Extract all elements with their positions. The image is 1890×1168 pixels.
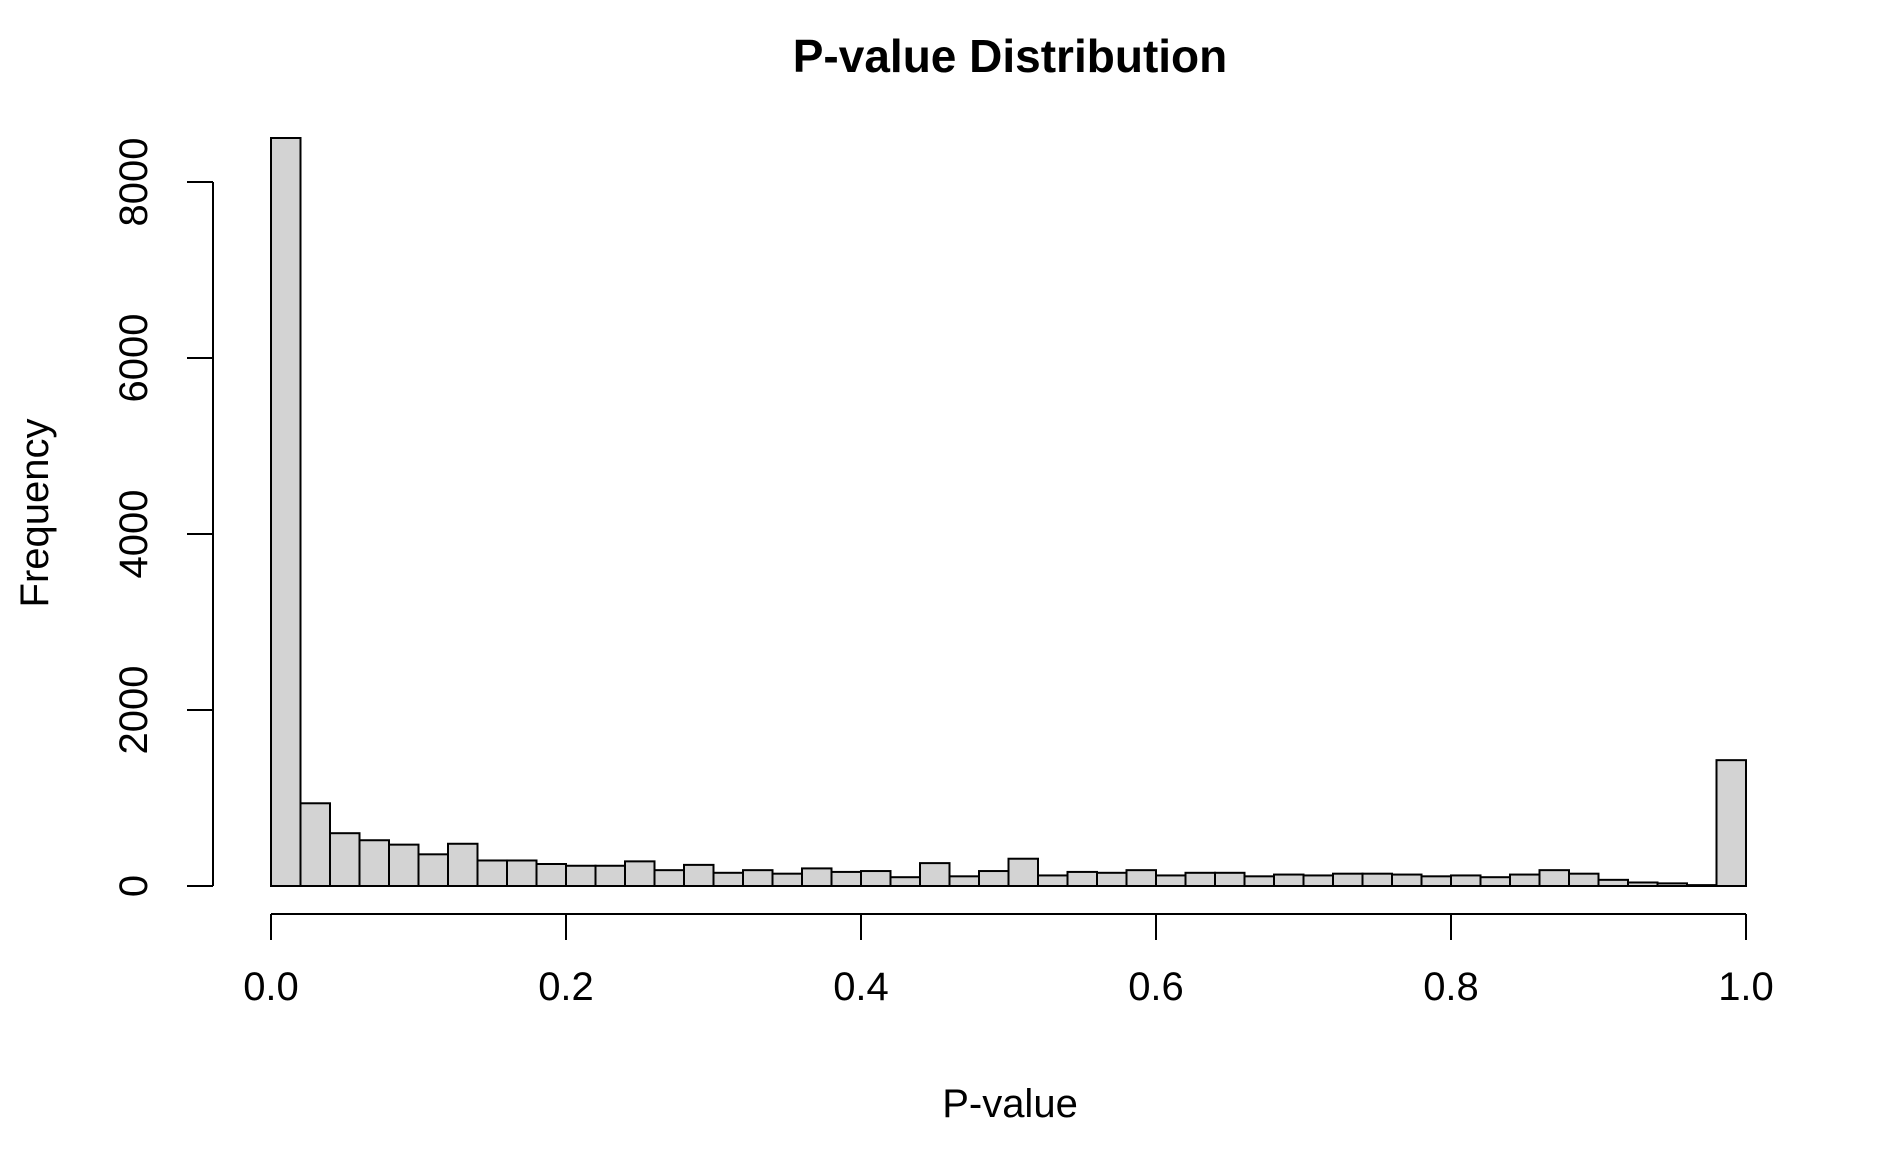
histogram-bar xyxy=(624,860,656,887)
histogram-bar xyxy=(388,843,420,888)
histogram-bar xyxy=(771,872,803,887)
y-tick-label: 0 xyxy=(112,875,156,897)
histogram-bar xyxy=(506,859,538,887)
histogram-bar xyxy=(742,869,774,887)
histogram-bar xyxy=(1420,875,1452,888)
histogram-bar xyxy=(1509,873,1541,887)
x-tick-label: 0.4 xyxy=(833,965,889,1009)
y-tick-label: 4000 xyxy=(112,490,156,579)
histogram-bar xyxy=(712,871,744,887)
histogram-bars xyxy=(270,137,1747,888)
histogram-bar xyxy=(1538,869,1570,887)
histogram-bar xyxy=(1568,872,1600,887)
histogram-bar xyxy=(594,864,626,888)
histogram-bar xyxy=(1479,876,1511,888)
histogram-bar xyxy=(1332,872,1364,887)
histogram-bar xyxy=(1361,872,1393,887)
x-tick-label: 0.2 xyxy=(538,965,594,1009)
y-axis: 0 2000 4000 6000 8000 xyxy=(112,138,214,897)
histogram-bar xyxy=(1391,873,1423,887)
histogram-bar xyxy=(1273,873,1305,887)
histogram-bar xyxy=(358,839,390,887)
histogram-bar xyxy=(329,832,361,888)
histogram-bar xyxy=(270,137,302,887)
histogram-bar xyxy=(1597,878,1629,888)
x-tick-label: 0.6 xyxy=(1128,965,1184,1009)
histogram-bar xyxy=(1007,857,1039,887)
y-tick-label: 8000 xyxy=(112,138,156,227)
histogram-bar xyxy=(1243,875,1275,888)
histogram-bar xyxy=(535,863,567,887)
histogram-bar xyxy=(417,853,449,888)
histogram-bar xyxy=(565,864,597,888)
histogram-bar xyxy=(889,876,921,888)
histogram-bar xyxy=(1656,882,1688,887)
histogram-bar xyxy=(1066,870,1098,887)
histogram-bar xyxy=(1627,881,1659,887)
histogram-bar xyxy=(978,870,1010,887)
histogram-bar xyxy=(1686,884,1718,887)
histogram-bar xyxy=(683,863,715,888)
histogram-bar xyxy=(1214,871,1246,887)
x-tick-label: 0.0 xyxy=(243,965,299,1009)
y-tick-label: 6000 xyxy=(112,314,156,403)
histogram-bar xyxy=(801,867,833,888)
histogram-bar xyxy=(653,869,685,887)
x-tick-label: 1.0 xyxy=(1718,965,1774,1009)
histogram-bar xyxy=(299,802,331,888)
histogram-bar xyxy=(1302,874,1334,888)
histogram-bar xyxy=(919,862,951,887)
histogram-bar xyxy=(1184,871,1216,887)
histogram-bar xyxy=(1715,759,1747,887)
histogram-bar xyxy=(1450,874,1482,888)
histogram-bar xyxy=(1096,871,1128,887)
histogram-bar xyxy=(1125,869,1157,887)
histogram-bar xyxy=(447,842,479,888)
histogram-bar xyxy=(860,870,892,887)
histogram-bar xyxy=(830,870,862,887)
histogram-bar xyxy=(476,859,508,887)
histogram-bar xyxy=(1037,874,1069,888)
histogram-bar xyxy=(1155,874,1187,888)
x-axis: 0.0 0.2 0.4 0.6 0.8 1.0 xyxy=(243,913,1774,1009)
x-axis-label: P-value xyxy=(942,1082,1078,1126)
x-tick-label: 0.8 xyxy=(1423,965,1479,1009)
y-tick-label: 2000 xyxy=(112,666,156,755)
histogram-bar xyxy=(948,875,980,888)
chart-title: P-value Distribution xyxy=(793,30,1227,82)
y-axis-label: Frequency xyxy=(13,419,57,608)
